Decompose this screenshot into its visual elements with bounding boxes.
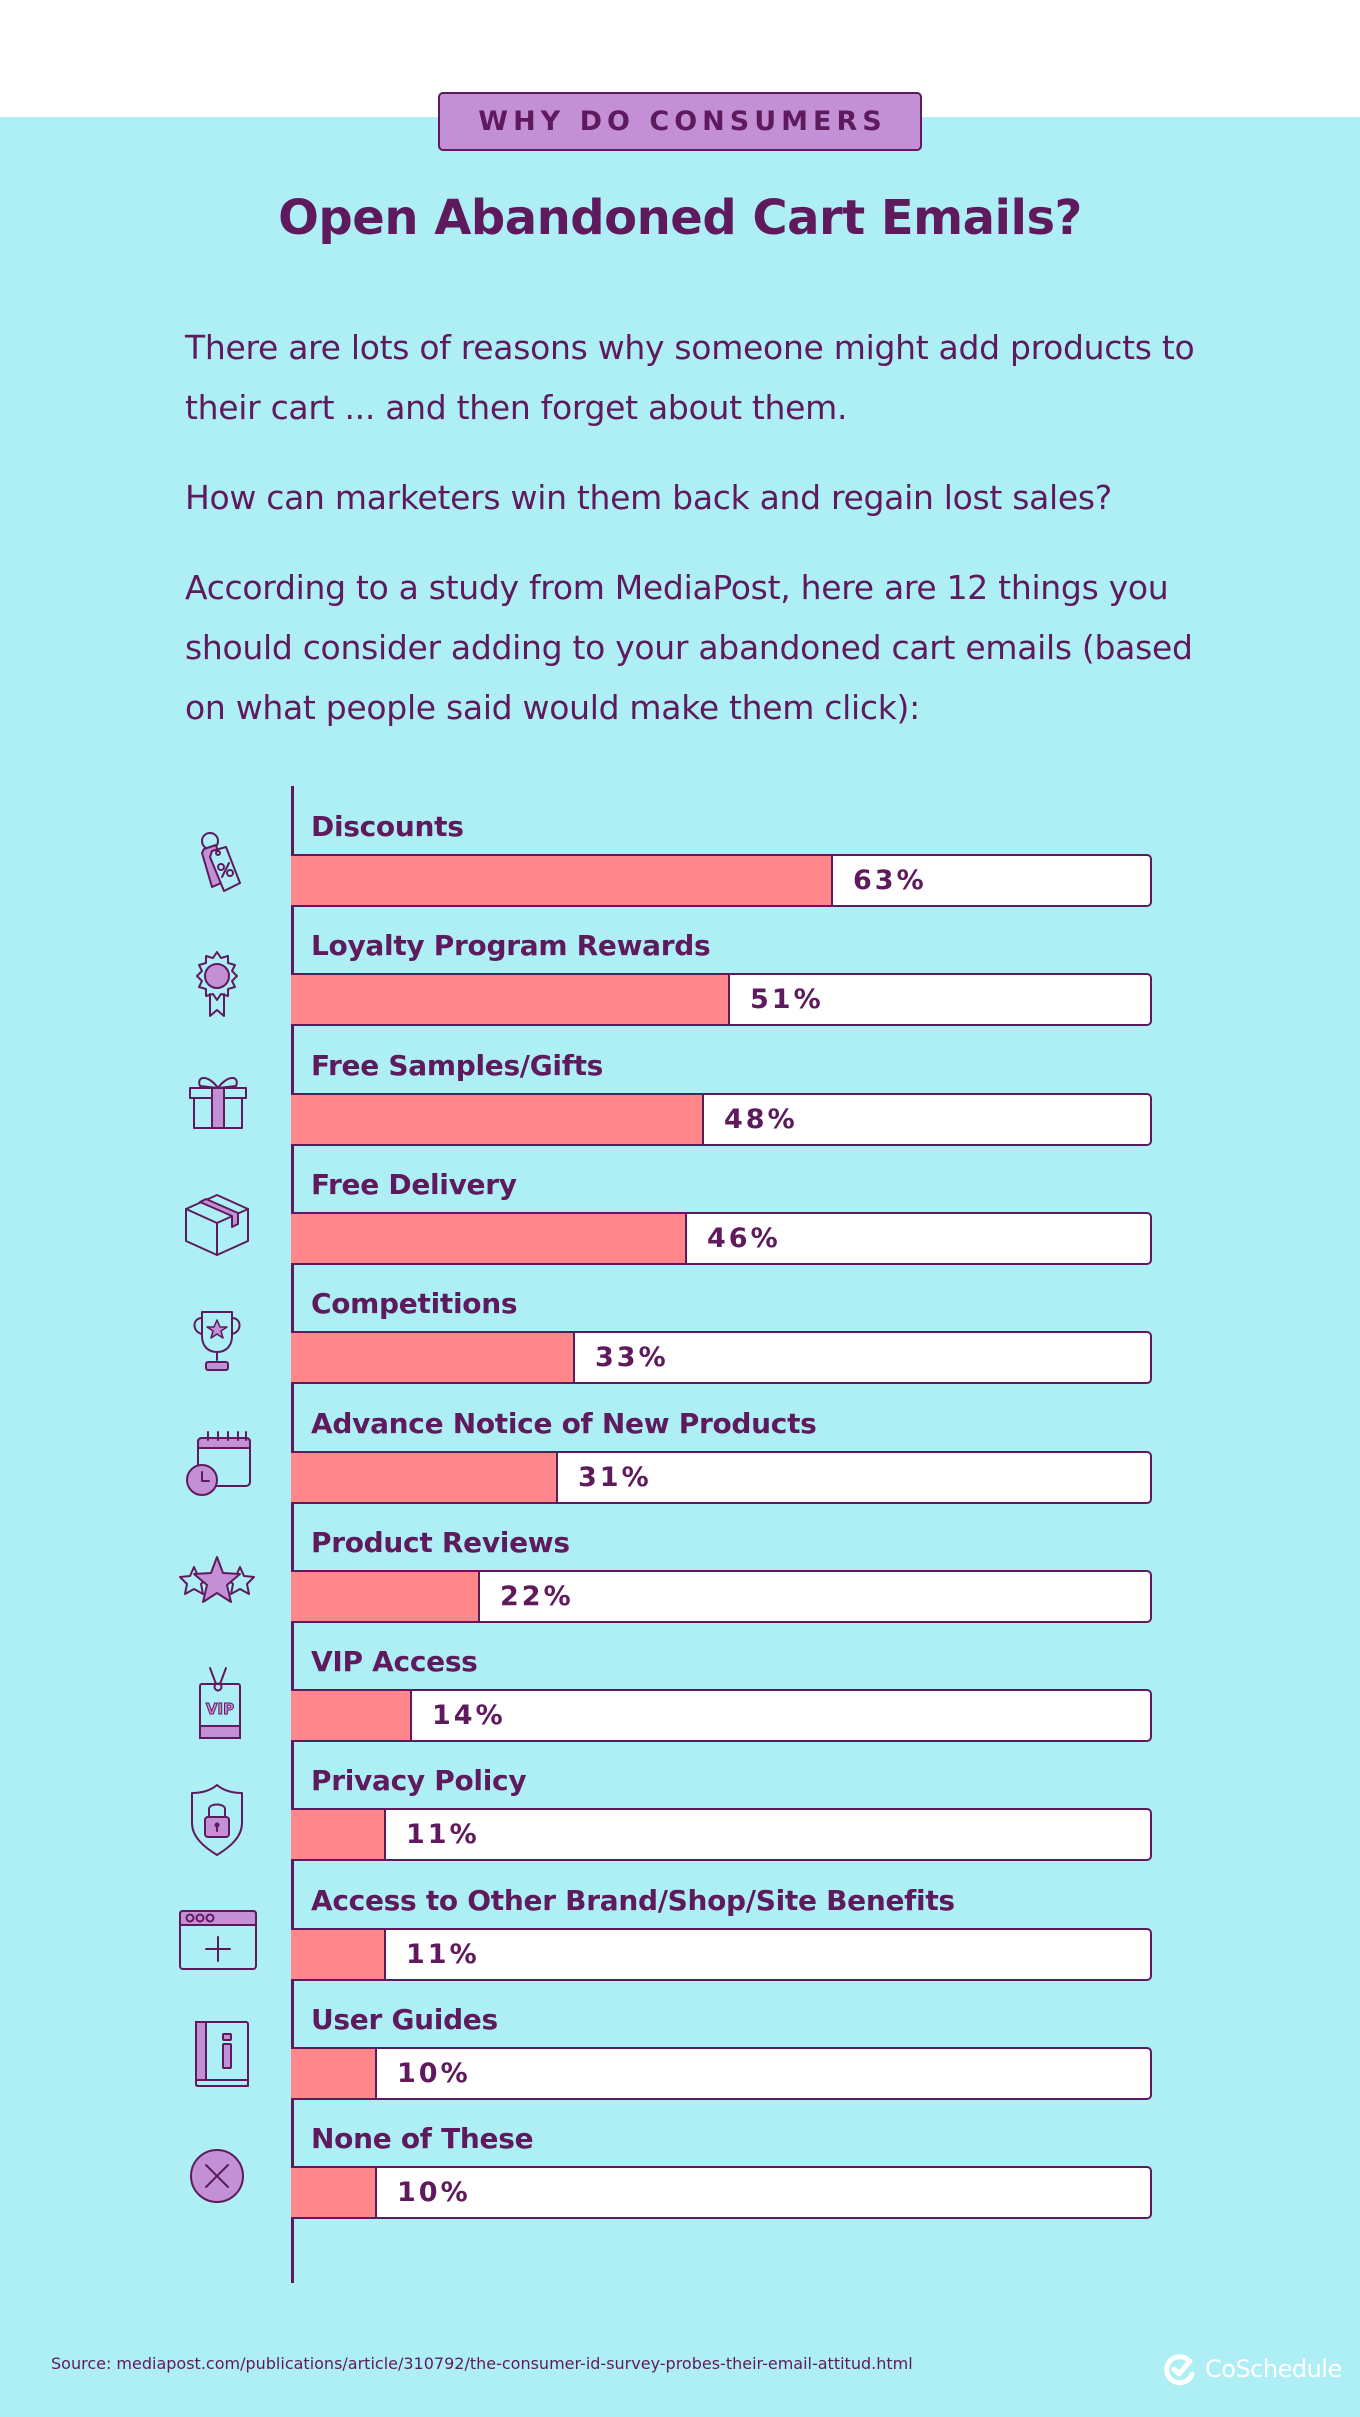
browser-plus-icon	[172, 1893, 262, 1983]
bar-track: 33%	[291, 1331, 1152, 1384]
bar-label: Privacy Policy	[311, 1764, 527, 1797]
chart-row: Free Delivery 46%	[0, 1168, 1360, 1332]
chart-row: Discounts 63%	[0, 810, 1360, 974]
discount-tag-icon	[172, 819, 262, 909]
bar-track: 51%	[291, 973, 1152, 1026]
coschedule-logo: CoSchedule	[1163, 2352, 1342, 2386]
bar-track: 10%	[291, 2166, 1152, 2219]
bar-label: Advance Notice of New Products	[311, 1407, 817, 1440]
bar-fill	[291, 2168, 377, 2217]
bar-value: 31%	[578, 1462, 652, 1493]
coschedule-check-icon	[1164, 2354, 1195, 2386]
chart-row: VIP VIP Access 14%	[0, 1645, 1360, 1809]
bar-label: Access to Other Brand/Shop/Site Benefits	[311, 1884, 955, 1917]
bar-value: 48%	[724, 1104, 798, 1135]
bar-value: 10%	[397, 2058, 471, 2089]
coschedule-logo-text: CoSchedule	[1205, 2355, 1342, 2383]
bar-track: 63%	[291, 854, 1152, 907]
chart-row: Competitions 33%	[0, 1287, 1360, 1451]
subtitle-badge: WHY DO CONSUMERS	[438, 92, 922, 151]
chart-row: Loyalty Program Rewards 51%	[0, 929, 1360, 1093]
bar-track: 48%	[291, 1093, 1152, 1146]
svg-text:VIP: VIP	[206, 1700, 234, 1718]
chart-row: Free Samples/Gifts 48%	[0, 1049, 1360, 1213]
delivery-box-icon	[172, 1177, 262, 1267]
info-book-icon	[172, 2012, 262, 2102]
intro-paragraph: How can marketers win them back and rega…	[185, 478, 1113, 517]
intro-text: There are lots of reasons why someone mi…	[185, 318, 1205, 768]
page-title: Open Abandoned Cart Emails?	[278, 190, 1082, 246]
bar-fill	[291, 1930, 386, 1979]
trophy-icon	[172, 1296, 262, 1386]
chart-row: Privacy Policy 11%	[0, 1764, 1360, 1928]
bar-label: Competitions	[311, 1287, 518, 1320]
bar-fill	[291, 1214, 687, 1263]
bar-label: Product Reviews	[311, 1526, 570, 1559]
bar-track: 11%	[291, 1808, 1152, 1861]
bar-label: Loyalty Program Rewards	[311, 929, 711, 962]
bar-fill	[291, 975, 730, 1024]
chart-row: User Guides 10%	[0, 2003, 1360, 2167]
bar-fill	[291, 1333, 575, 1382]
bar-track: 14%	[291, 1689, 1152, 1742]
bar-label: VIP Access	[311, 1645, 478, 1678]
bar-label: Free Samples/Gifts	[311, 1049, 604, 1082]
chart-row: Product Reviews 22%	[0, 1526, 1360, 1690]
chart-row: None of These 10%	[0, 2122, 1360, 2286]
bar-value: 46%	[707, 1223, 781, 1254]
bar-track: 10%	[291, 2047, 1152, 2100]
source-citation: Source: mediapost.com/publications/artic…	[51, 2354, 913, 2373]
calendar-clock-icon	[172, 1416, 262, 1506]
chart-row: Access to Other Brand/Shop/Site Benefits…	[0, 1884, 1360, 2048]
bar-value: 63%	[853, 865, 927, 896]
bar-label: User Guides	[311, 2003, 498, 2036]
bar-value: 33%	[595, 1342, 669, 1373]
chart-row: Advance Notice of New Products 31%	[0, 1407, 1360, 1571]
bar-value: 14%	[432, 1700, 506, 1731]
x-circle-icon	[172, 2131, 262, 2221]
shield-lock-icon	[172, 1773, 262, 1863]
bar-fill	[291, 1453, 558, 1502]
chart-axis-line	[291, 786, 294, 2283]
award-ribbon-icon	[172, 938, 262, 1028]
bar-track: 31%	[291, 1451, 1152, 1504]
intro-paragraph: According to a study from MediaPost, her…	[185, 568, 1193, 727]
bar-value: 11%	[406, 1939, 480, 1970]
bar-fill	[291, 2049, 377, 2098]
bar-value: 10%	[397, 2177, 471, 2208]
bar-value: 11%	[406, 1819, 480, 1850]
subtitle-badge-text: WHY DO CONSUMERS	[478, 106, 887, 137]
bar-label: Free Delivery	[311, 1168, 517, 1201]
gift-box-icon	[172, 1058, 262, 1148]
bar-fill	[291, 1572, 480, 1621]
bar-value: 51%	[750, 984, 824, 1015]
bar-fill	[291, 1691, 412, 1740]
intro-paragraph: There are lots of reasons why someone mi…	[185, 328, 1195, 427]
bar-label: Discounts	[311, 810, 464, 843]
bar-fill	[291, 856, 833, 905]
bar-track: 11%	[291, 1928, 1152, 1981]
bar-fill	[291, 1095, 704, 1144]
bar-label: None of These	[311, 2122, 534, 2155]
bar-fill	[291, 1810, 386, 1859]
stars-icon	[172, 1535, 262, 1625]
vip-badge-icon: VIP	[172, 1654, 262, 1744]
bar-value: 22%	[500, 1581, 574, 1612]
bar-track: 22%	[291, 1570, 1152, 1623]
bar-track: 46%	[291, 1212, 1152, 1265]
